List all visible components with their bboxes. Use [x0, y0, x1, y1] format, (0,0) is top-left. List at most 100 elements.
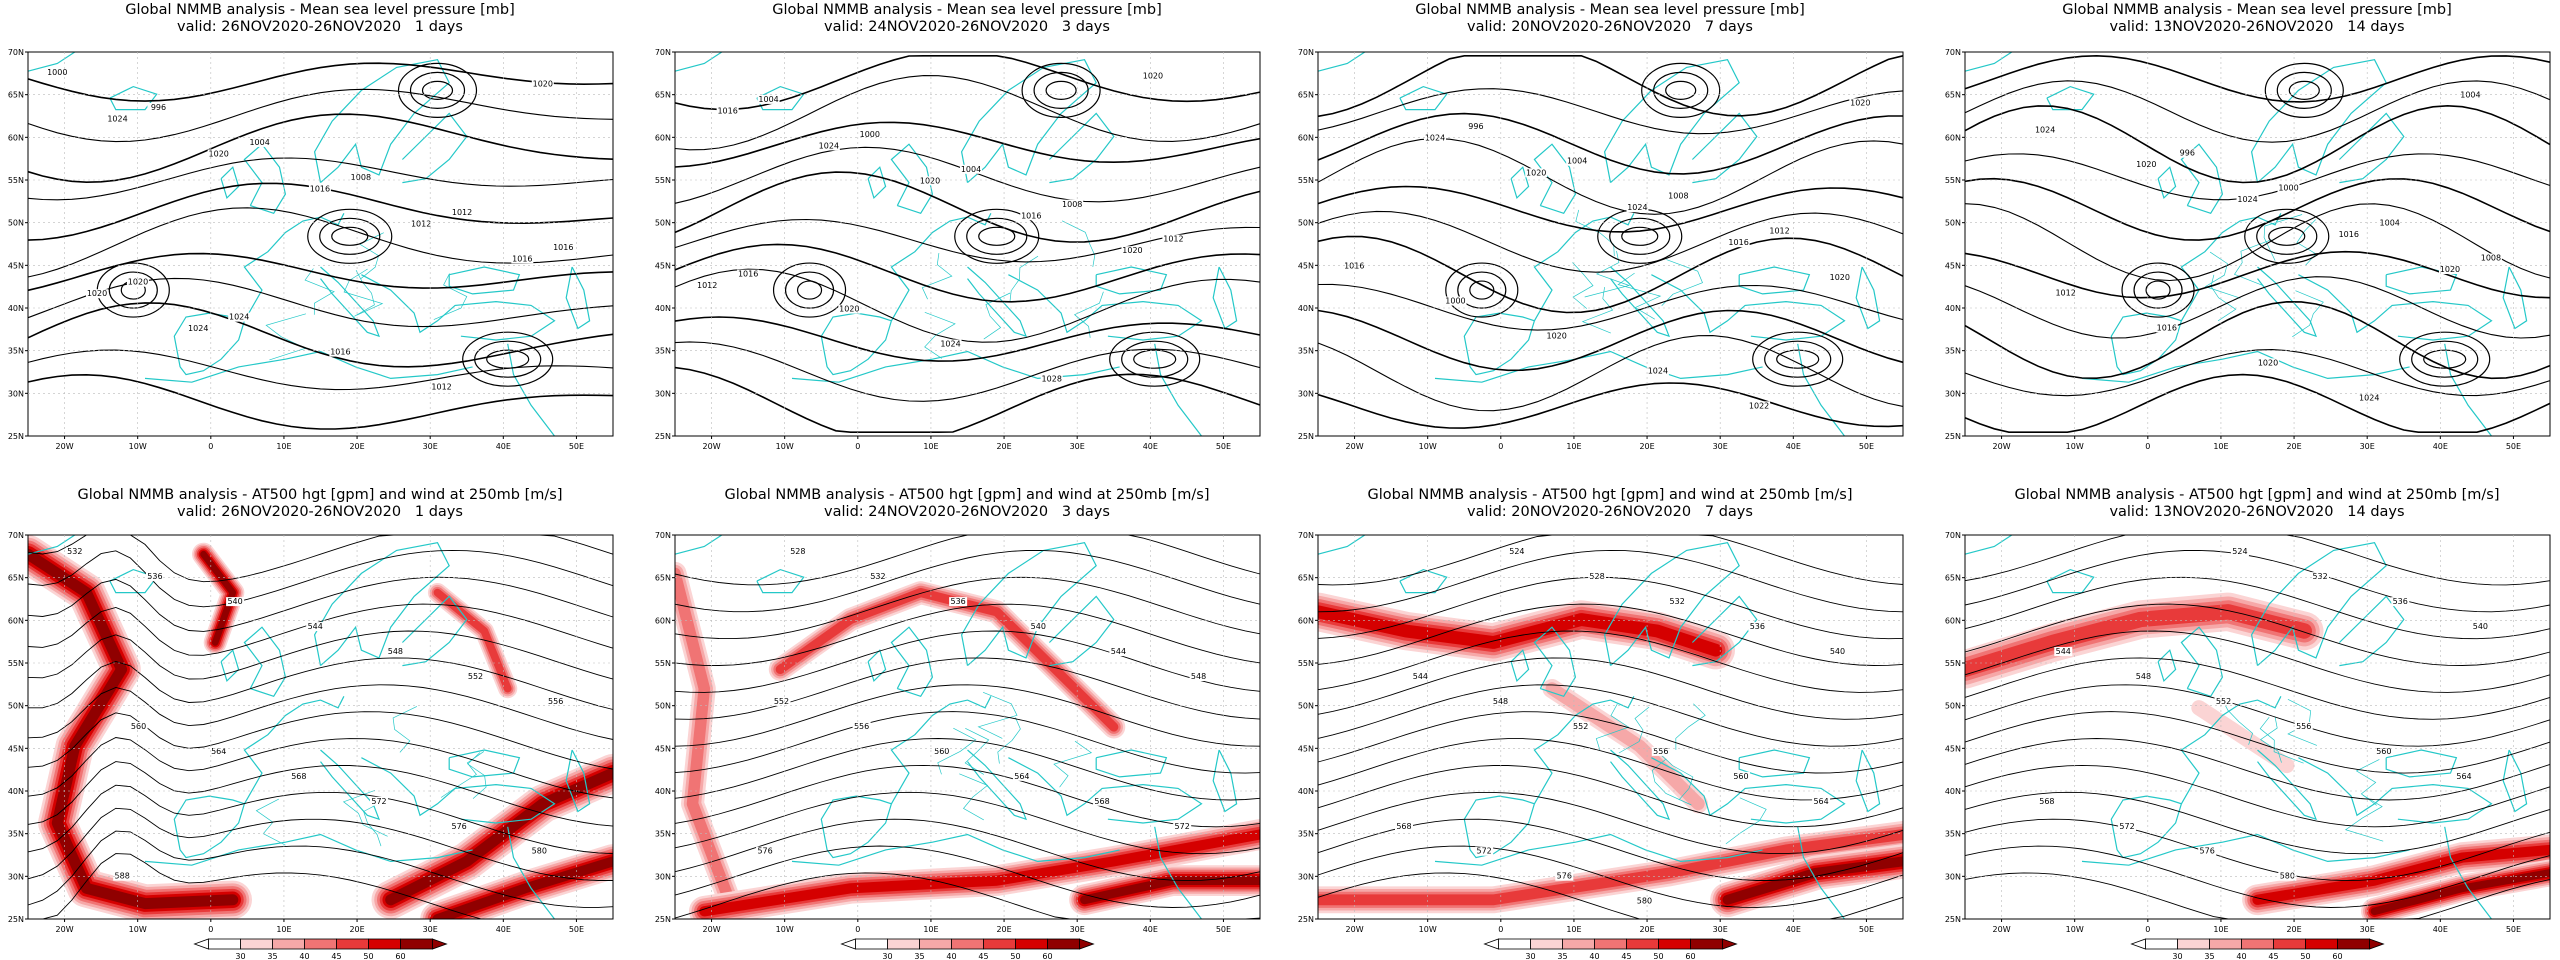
coastline — [313, 542, 450, 667]
contour-label: 544 — [2056, 647, 2071, 656]
contour-label: 568 — [1396, 822, 1411, 831]
lon-tick-label: 10E — [2213, 442, 2228, 451]
lon-tick-label: 40E — [496, 925, 511, 934]
contour-label-bg — [511, 254, 534, 264]
coastline — [2110, 795, 2183, 859]
contour-label: 548 — [1191, 672, 1206, 681]
z500-map: 528 532 536 540 544 548 552 556 560 564 568 572 576 2… — [655, 531, 1261, 960]
coastline — [2502, 266, 2528, 330]
coastline — [1212, 749, 1238, 813]
contour-label: 1020 — [2258, 358, 2278, 367]
coastline — [1154, 826, 1202, 920]
coastline — [2385, 749, 2458, 778]
colorbar-label: 40 — [299, 952, 309, 960]
map-frame — [1317, 51, 1904, 437]
panel-valid-range: valid: 26NOV2020-26NOV2020 1 days — [177, 19, 463, 35]
coastline — [960, 59, 1097, 184]
contour-label: 1020 — [920, 176, 940, 185]
contour-label-bg — [129, 721, 148, 731]
contour-label-bg — [1849, 98, 1872, 108]
contour-label: 572 — [2119, 822, 2134, 831]
pressure-center-contour — [2288, 80, 2320, 101]
pressure-center-contour — [474, 340, 542, 378]
contour-label: 580 — [1637, 897, 1652, 906]
lat-tick-label: 50N — [8, 219, 24, 228]
coastline — [1603, 59, 1740, 184]
height-contour — [27, 784, 614, 855]
contour-label-bg — [1394, 821, 1413, 831]
pressure-center-contour — [486, 349, 530, 369]
lon-tick-label: 50E — [1859, 442, 1874, 451]
lon-tick-label: 50E — [569, 442, 584, 451]
lat-tick-label: 70N — [1945, 531, 1961, 540]
pressure-center-contour — [978, 226, 1016, 246]
lon-tick-label: 50E — [2506, 442, 2521, 451]
colorbar-label: 35 — [267, 952, 277, 960]
wind-band — [432, 856, 613, 919]
coastline — [2046, 568, 2095, 594]
lat-tick-label: 40N — [8, 304, 24, 313]
isobar — [1317, 283, 1904, 331]
colorbar-triangle — [1722, 938, 1738, 950]
colorbar-swatch — [1626, 938, 1659, 950]
z500-map: 532 536 540 544 548 552 556 560 564 568 572 576 580 5… — [8, 531, 614, 960]
coastline — [2502, 749, 2528, 813]
border-line — [997, 717, 1021, 764]
contour-label: 1024 — [229, 313, 249, 322]
colorbar-swatch — [2241, 938, 2274, 950]
coastline — [2110, 312, 2183, 376]
lat-tick-label: 25N — [1945, 915, 1961, 924]
border-line — [2210, 274, 2237, 322]
lon-tick-label: 20W — [1993, 925, 2011, 934]
coastline — [967, 749, 1028, 821]
isobar — [1964, 276, 2551, 339]
panel-title: Global NMMB analysis - AT500 hgt [gpm] a… — [724, 487, 1210, 503]
lon-tick-label: 0 — [2145, 442, 2150, 451]
pressure-center-contour — [1445, 262, 1519, 318]
contour-label: 588 — [115, 872, 130, 881]
contour-label: 528 — [1589, 572, 1604, 581]
isobar — [1964, 349, 2551, 397]
pressure-center-contour — [2256, 217, 2318, 255]
contour-label: 1012 — [2055, 288, 2075, 297]
border-line — [1073, 291, 1104, 338]
border-line — [2221, 698, 2254, 745]
lat-tick-label: 55N — [655, 659, 671, 668]
coastline — [2338, 112, 2405, 184]
lon-tick-label: 40E — [496, 442, 511, 451]
wind-band — [200, 550, 237, 646]
contour-label-bg — [46, 68, 69, 78]
contour-label-bg — [949, 597, 968, 607]
height-contour — [674, 684, 1261, 747]
lon-tick-label: 20E — [996, 442, 1011, 451]
contour-label-bg — [919, 176, 942, 186]
panel-valid-range: valid: 20NOV2020-26NOV2020 7 days — [1467, 504, 1753, 520]
isobar — [1317, 88, 1904, 135]
isobar — [1317, 55, 1904, 118]
contour-label-bg — [531, 79, 554, 89]
contour-label-bg — [1525, 168, 1548, 178]
coastline — [1154, 343, 1202, 437]
contour-label: 548 — [2136, 672, 2151, 681]
isobar — [1964, 250, 2551, 299]
lat-tick-label: 65N — [1945, 574, 1961, 583]
lon-tick-label: 50E — [1216, 442, 1231, 451]
contour-label: 1004 — [2380, 219, 2400, 228]
contour-label: 580 — [532, 847, 547, 856]
height-contour — [674, 549, 1261, 613]
z500-panel: Global NMMB analysis - AT500 hgt [gpm] a… — [1290, 485, 1930, 960]
lat-tick-label: 65N — [655, 91, 671, 100]
colorbar-label: 35 — [1557, 952, 1567, 960]
contour-label-bg — [306, 622, 325, 632]
lon-tick-label: 30E — [2360, 925, 2375, 934]
pressure-center-contour — [409, 71, 466, 110]
border-line — [1061, 220, 1096, 267]
border-line — [921, 253, 953, 300]
lat-tick-label: 60N — [8, 133, 24, 142]
wind-band — [1965, 604, 2312, 678]
lon-tick-label: 20W — [1346, 442, 1364, 451]
border-line — [363, 799, 386, 847]
pressure-center-contour — [1469, 280, 1495, 300]
contour-label-bg — [2455, 771, 2474, 781]
height-contour — [674, 791, 1261, 855]
